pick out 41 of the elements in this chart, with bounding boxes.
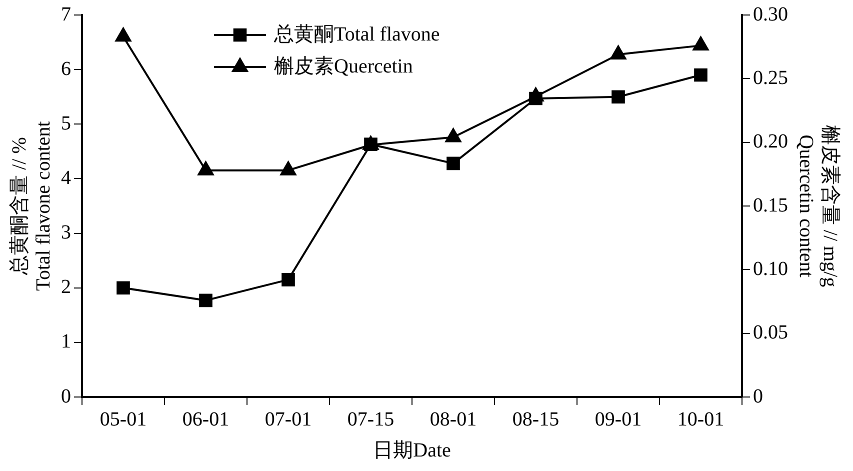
point (694, 68, 708, 82)
y-tick-label: 3 (61, 222, 71, 244)
y-tick-label: 7 (61, 3, 71, 26)
y2-tick-label: 0.25 (753, 66, 788, 89)
point (445, 128, 462, 142)
y-tick-label: 4 (61, 166, 71, 189)
point (610, 45, 626, 60)
point (116, 281, 130, 295)
y-tick-label: 2 (61, 276, 71, 298)
point (198, 161, 214, 176)
point (199, 294, 212, 308)
point (282, 273, 295, 286)
y2-tick-label: 0.10 (753, 258, 788, 280)
legend-label: 总黄酮Total flavone (273, 23, 440, 46)
y-axis-title: 总黄酮含量 // % Total flavone content (8, 120, 54, 291)
y2-tick-label: 0.30 (753, 3, 788, 26)
x-axis-title: 日期Date (373, 439, 451, 462)
point (529, 92, 542, 106)
y-tick-label: 6 (61, 58, 71, 80)
point (612, 90, 625, 104)
x-tick-label: 07-01 (264, 408, 312, 430)
y-tick-label: 1 (61, 330, 71, 353)
y2-tick-label: 0.05 (753, 322, 788, 344)
x-tick-label: 08-15 (512, 408, 560, 430)
point (115, 28, 132, 42)
y-tick-label: 5 (61, 112, 71, 134)
y2-axis-title: 槲皮素含量 // mg/g Quercetin content (794, 124, 841, 288)
x-tick-label: 08-01 (430, 408, 477, 430)
x-tick-label: 06-01 (182, 408, 230, 430)
point (280, 161, 296, 176)
x-tick-label: 07-15 (347, 408, 394, 430)
x-tick-label: 10-01 (677, 408, 724, 430)
x-tick-label: 05-01 (100, 408, 147, 430)
legend-label: 槲皮素Quercetin (274, 55, 413, 78)
point (446, 156, 460, 170)
point (692, 36, 709, 51)
y2-tick-label: 0.20 (753, 130, 788, 153)
y2-tick-label: 0 (753, 385, 763, 408)
x-tick-label: 09-01 (594, 408, 642, 430)
y-tick-label: 0 (61, 385, 71, 408)
y2-tick-label: 0.15 (753, 194, 788, 216)
